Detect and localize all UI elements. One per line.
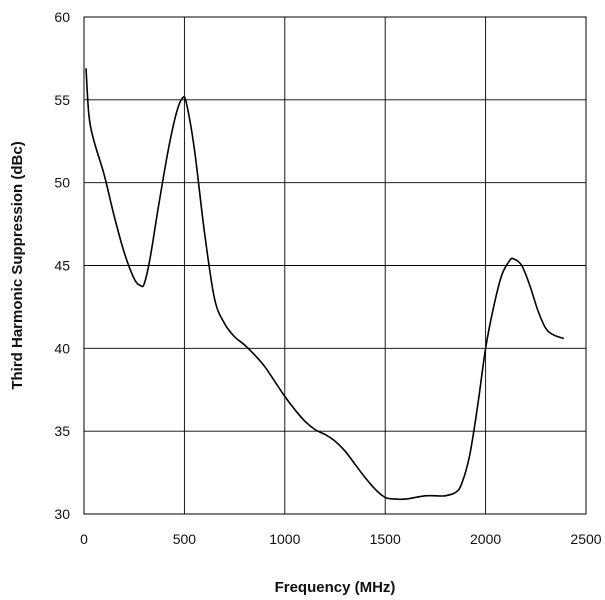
x-tick-label: 500 xyxy=(173,531,197,547)
x-tick-label: 1500 xyxy=(370,531,401,547)
y-tick-label: 45 xyxy=(54,258,70,274)
series-layer xyxy=(85,68,565,501)
gridlines xyxy=(83,16,587,515)
y-tick-label: 40 xyxy=(54,340,70,356)
x-tick-label: 2000 xyxy=(470,531,501,547)
y-tick-label: 50 xyxy=(54,175,70,191)
y-axis-title: Third Harmonic Suppression (dBc) xyxy=(9,141,26,389)
y-tick-label: 55 xyxy=(54,92,70,108)
series-line xyxy=(85,68,565,501)
y-tick-label: 35 xyxy=(54,423,70,439)
plot-area-frame xyxy=(83,16,587,515)
y-axis-tick-labels: 30 35 40 45 50 55 60 xyxy=(54,9,70,522)
y-tick-label: 30 xyxy=(54,506,70,522)
x-tick-label: 1000 xyxy=(269,531,300,547)
x-axis-tick-labels: 0 500 1000 1500 2000 2500 xyxy=(80,531,602,547)
y-tick-label: 60 xyxy=(54,9,70,25)
x-tick-label: 2500 xyxy=(570,531,601,547)
x-tick-label: 0 xyxy=(80,531,88,547)
x-axis-title: Frequency (MHz) xyxy=(275,579,396,596)
